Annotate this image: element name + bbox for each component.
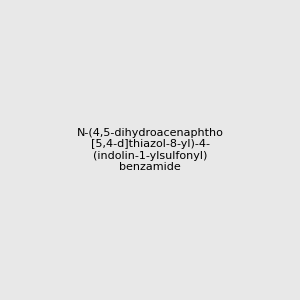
Text: N-(4,5-dihydroacenaphtho
[5,4-d]thiazol-8-yl)-4-
(indolin-1-ylsulfonyl)
benzamid: N-(4,5-dihydroacenaphtho [5,4-d]thiazol-… <box>76 128 224 172</box>
